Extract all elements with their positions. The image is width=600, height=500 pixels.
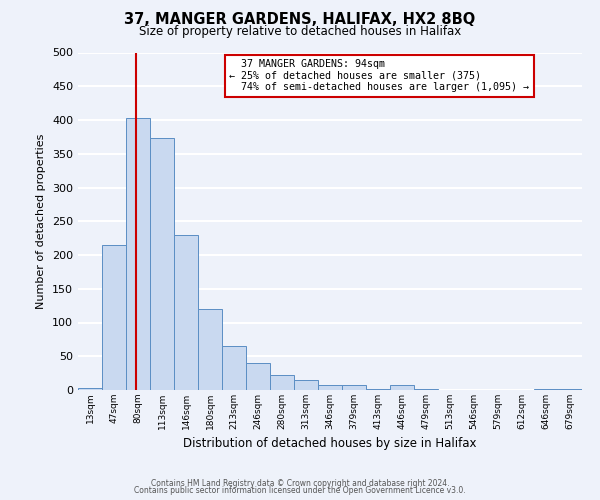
Text: Contains HM Land Registry data © Crown copyright and database right 2024.: Contains HM Land Registry data © Crown c… <box>151 478 449 488</box>
Bar <box>390 384 414 390</box>
Bar <box>126 118 150 390</box>
Text: 37, MANGER GARDENS, HALIFAX, HX2 8BQ: 37, MANGER GARDENS, HALIFAX, HX2 8BQ <box>124 12 476 28</box>
Bar <box>414 388 438 390</box>
Text: Size of property relative to detached houses in Halifax: Size of property relative to detached ho… <box>139 25 461 38</box>
Text: Contains public sector information licensed under the Open Government Licence v3: Contains public sector information licen… <box>134 486 466 495</box>
Bar <box>366 388 390 390</box>
Bar <box>534 388 558 390</box>
Bar <box>270 375 294 390</box>
Bar <box>246 363 270 390</box>
Bar <box>198 309 222 390</box>
Text: 37 MANGER GARDENS: 94sqm  
← 25% of detached houses are smaller (375)  
  74% of: 37 MANGER GARDENS: 94sqm ← 25% of detach… <box>229 59 529 92</box>
Bar <box>150 138 174 390</box>
Bar <box>174 235 198 390</box>
Y-axis label: Number of detached properties: Number of detached properties <box>37 134 46 309</box>
Bar <box>318 384 342 390</box>
Bar <box>342 384 366 390</box>
Bar <box>102 245 126 390</box>
Bar <box>222 346 246 390</box>
Bar <box>558 388 582 390</box>
X-axis label: Distribution of detached houses by size in Halifax: Distribution of detached houses by size … <box>183 438 477 450</box>
Bar <box>294 380 318 390</box>
Bar <box>78 388 102 390</box>
